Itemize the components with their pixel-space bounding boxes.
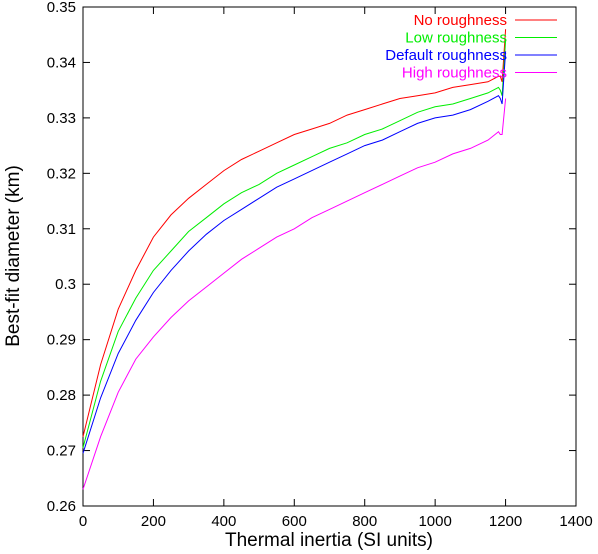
plot-frame (82, 6, 577, 507)
legend-label: No roughness (414, 12, 507, 29)
y-tick-label: 0.34 (47, 54, 76, 71)
series-line-default-roughness (82, 51, 507, 454)
x-tick-label: 1000 (418, 513, 451, 530)
y-tick-label: 0.27 (47, 443, 76, 460)
x-tick-label: 600 (282, 513, 307, 530)
y-tick-label: 0.32 (47, 165, 76, 182)
y-tick-label: 0.26 (47, 498, 76, 515)
x-axis: 0 200 400 600 800 1000 1200 1400 (79, 7, 593, 530)
series-line-high-roughness (82, 98, 507, 490)
x-tick-label: 1200 (489, 513, 522, 530)
y-tick-label: 0.29 (47, 332, 76, 349)
legend-label: Default roughness (385, 47, 507, 64)
series-line-low-roughness (82, 40, 507, 448)
x-tick-label: 1400 (559, 513, 592, 530)
x-tick-label: 200 (141, 513, 166, 530)
x-tick-label: 800 (352, 513, 377, 530)
y-axis: 0.26 0.27 0.28 0.29 0.3 0.31 0.32 0.33 0.34 0.35 (47, 0, 576, 515)
y-tick-label: 0.31 (47, 221, 76, 238)
legend-label: High roughness (402, 65, 507, 82)
x-axis-title: Thermal inertia (SI units) (225, 530, 433, 551)
y-tick-label: 0.35 (47, 0, 76, 16)
series-line-no-roughness (82, 29, 507, 437)
legend-label: Low roughness (405, 30, 507, 47)
x-tick-label: 0 (79, 513, 87, 530)
x-tick-label: 400 (211, 513, 236, 530)
y-tick-label: 0.3 (55, 276, 76, 293)
y-axis-title: Best-fit diameter (km) (3, 165, 24, 347)
y-tick-label: 0.33 (47, 110, 76, 127)
series-layer (82, 29, 507, 490)
y-tick-label: 0.28 (47, 387, 76, 404)
